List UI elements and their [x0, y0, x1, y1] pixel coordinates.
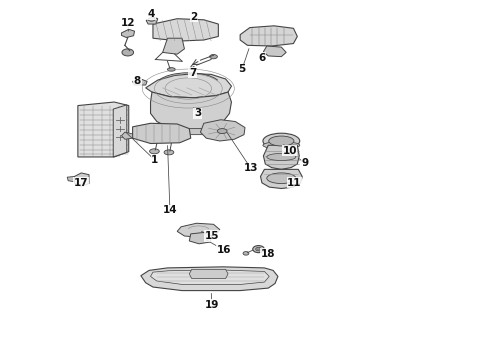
Text: 9: 9 [301, 158, 308, 168]
Polygon shape [177, 223, 220, 238]
Polygon shape [240, 26, 297, 46]
Polygon shape [146, 17, 158, 24]
Polygon shape [189, 233, 212, 244]
Text: 16: 16 [217, 245, 231, 255]
Ellipse shape [164, 150, 174, 155]
Polygon shape [146, 74, 231, 98]
Polygon shape [133, 79, 147, 85]
Text: 4: 4 [148, 9, 155, 19]
Polygon shape [153, 19, 219, 41]
Ellipse shape [168, 68, 175, 71]
Ellipse shape [122, 49, 134, 56]
Ellipse shape [148, 18, 155, 21]
Polygon shape [264, 46, 286, 57]
Text: 15: 15 [205, 231, 220, 241]
Polygon shape [67, 176, 74, 182]
Polygon shape [150, 270, 269, 284]
Polygon shape [189, 269, 228, 279]
Polygon shape [113, 105, 127, 157]
Text: 7: 7 [189, 68, 196, 78]
Text: 2: 2 [191, 12, 198, 22]
Text: 12: 12 [121, 18, 135, 28]
Text: 14: 14 [163, 205, 177, 215]
Polygon shape [74, 173, 89, 186]
Ellipse shape [269, 136, 294, 146]
Polygon shape [133, 123, 191, 144]
Polygon shape [200, 120, 245, 141]
Text: 5: 5 [239, 64, 245, 74]
Ellipse shape [210, 54, 218, 59]
Polygon shape [261, 169, 302, 189]
Text: 6: 6 [258, 53, 266, 63]
Polygon shape [122, 30, 135, 37]
Text: 13: 13 [244, 163, 258, 173]
Ellipse shape [263, 133, 300, 149]
Ellipse shape [149, 149, 159, 154]
Text: 17: 17 [74, 178, 89, 188]
Polygon shape [141, 267, 278, 291]
Ellipse shape [243, 252, 249, 255]
Polygon shape [264, 145, 299, 169]
Text: 1: 1 [151, 155, 159, 165]
Polygon shape [163, 38, 184, 54]
Text: 8: 8 [134, 76, 141, 86]
Polygon shape [122, 132, 133, 139]
Ellipse shape [267, 153, 296, 161]
Ellipse shape [218, 129, 227, 134]
Ellipse shape [267, 173, 296, 184]
Text: 11: 11 [287, 178, 302, 188]
Polygon shape [78, 102, 129, 157]
Polygon shape [173, 129, 205, 135]
Text: 18: 18 [261, 249, 275, 259]
Text: 19: 19 [205, 300, 219, 310]
Text: 10: 10 [282, 146, 297, 156]
Ellipse shape [253, 246, 265, 253]
Text: 3: 3 [194, 108, 201, 118]
Polygon shape [150, 92, 231, 130]
Ellipse shape [256, 247, 262, 251]
Ellipse shape [263, 142, 300, 149]
